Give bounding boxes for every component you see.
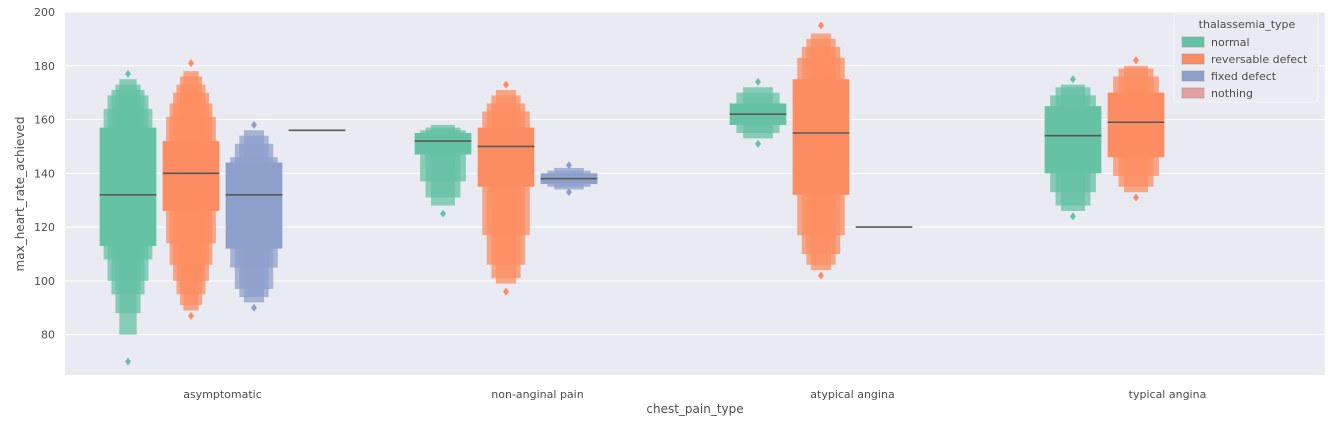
outlier-point: [755, 77, 761, 86]
y-tick-label: 80: [41, 329, 55, 342]
outlier-point: [503, 287, 509, 296]
legend-label: nothing: [1211, 87, 1253, 100]
y-tick-label: 180: [34, 60, 55, 73]
outlier-point: [188, 311, 194, 320]
outlier-point: [440, 209, 446, 218]
y-tick-label: 100: [34, 275, 55, 288]
outlier-point: [1133, 56, 1139, 65]
boxen-box: [1107, 92, 1165, 158]
outlier-point: [566, 188, 572, 197]
outlier-point: [125, 357, 131, 366]
boxen-box: [477, 127, 535, 187]
legend-swatch: [1181, 70, 1205, 82]
legend-frame: [1173, 13, 1319, 103]
boxen-series: [99, 21, 1165, 366]
outlier-point: [818, 271, 824, 280]
y-tick-label: 120: [34, 221, 55, 234]
x-tick-label: non-anginal pain: [491, 388, 583, 401]
outlier-point: [503, 80, 509, 89]
outlier-point: [755, 139, 761, 148]
x-tick-label: typical angina: [1129, 388, 1207, 401]
legend-label: fixed defect: [1211, 70, 1277, 83]
boxen-box: [225, 162, 283, 249]
boxen-box: [792, 79, 850, 195]
y-axis-title: max_heart_rate_achieved: [13, 117, 27, 272]
legend-swatch: [1181, 36, 1205, 48]
outlier-point: [125, 69, 131, 78]
outlier-point: [188, 59, 194, 68]
boxen-box: [414, 133, 472, 155]
legend-swatch: [1181, 87, 1205, 99]
outlier-point: [1070, 212, 1076, 221]
outlier-point: [1070, 75, 1076, 84]
legend-label: reversable defect: [1211, 53, 1308, 66]
outlier-point: [251, 303, 257, 312]
legend-label: normal: [1211, 36, 1250, 49]
outlier-point: [818, 21, 824, 30]
x-tick-label: asymptomatic: [183, 388, 262, 401]
legend: thalassemia_type normal reversable defect…: [1173, 13, 1319, 103]
legend-swatch: [1181, 53, 1205, 65]
y-tick-label: 200: [34, 6, 55, 19]
boxen-box: [99, 127, 157, 246]
boxen-box: [162, 141, 220, 211]
boxen-box: [1044, 106, 1102, 174]
x-tick-labels: asymptomatic non-anginal pain atypical ang…: [183, 388, 1206, 401]
y-tick-label: 160: [34, 114, 55, 127]
legend-title: thalassemia_type: [1199, 18, 1296, 31]
x-axis-title: chest_pain_type: [646, 402, 743, 416]
outlier-point: [1133, 193, 1139, 202]
y-tick-labels: 80 100 120 140 160 180 200: [34, 6, 55, 342]
outlier-point: [566, 161, 572, 170]
y-tick-label: 140: [34, 167, 55, 180]
outlier-point: [251, 120, 257, 129]
x-tick-label: atypical angina: [810, 388, 894, 401]
